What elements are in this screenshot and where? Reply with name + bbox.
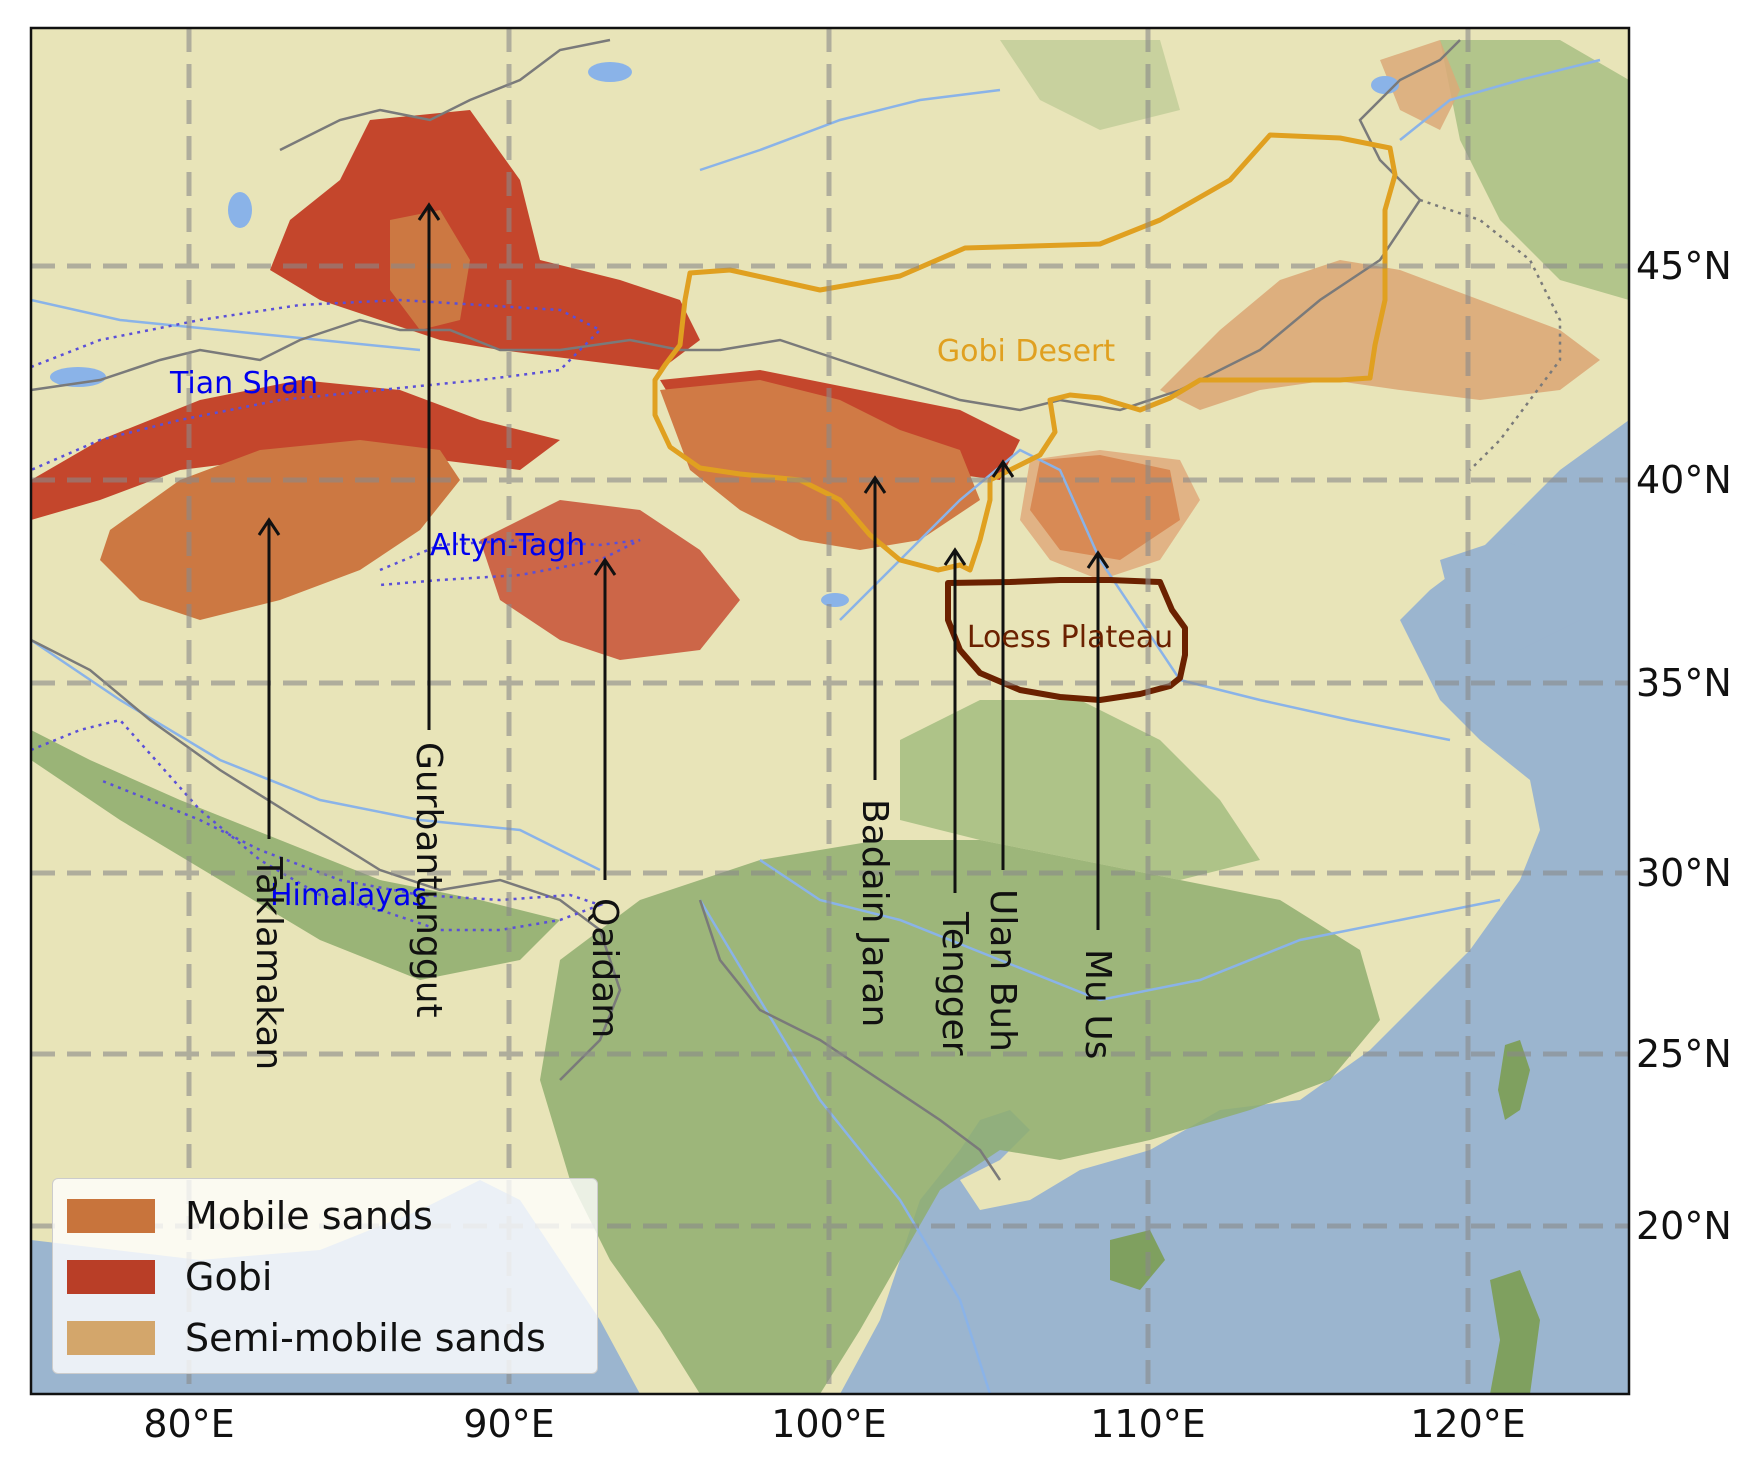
tian-shan-outline <box>31 298 603 472</box>
x-tick-90E: 90°E <box>463 1402 554 1446</box>
y-tick-25N: 25°N <box>1636 1032 1732 1076</box>
x-tick-110E: 110°E <box>1090 1402 1206 1446</box>
altyn-tagh-label: Altyn-Tagh <box>430 528 585 563</box>
river-yangtze <box>759 858 1501 1002</box>
himalaya-green <box>31 730 560 980</box>
x-tick-80E: 80°E <box>143 1402 234 1446</box>
river-tarim-north <box>31 298 421 352</box>
lake-balkhash <box>228 192 252 228</box>
y-tick-30N: 30°N <box>1636 851 1732 895</box>
legend-item-mobile-sands: Mobile sands <box>67 1191 433 1241</box>
gobi-desert-outline <box>652 132 1398 573</box>
y-tick-35N: 35°N <box>1636 661 1732 705</box>
tian-shan-label: Tian Shan <box>169 366 318 401</box>
gobi-qaidam <box>480 500 740 660</box>
forest-northeast <box>1440 40 1629 300</box>
border-china-south <box>698 899 1002 1181</box>
desert-label-tengger: Tengger <box>934 911 975 1056</box>
altyn-tagh-outline <box>379 538 641 587</box>
ocean <box>840 420 1629 1394</box>
bohai-sea <box>1440 540 1580 650</box>
rivers <box>31 58 1601 1394</box>
arrowhead-qaidam <box>593 557 617 576</box>
legend-swatch-mobile-sands <box>67 1199 155 1233</box>
taiwan <box>1498 1040 1530 1120</box>
desert-label-badain-jaran: Badain Jaran <box>854 799 895 1027</box>
mobile-sands-mu-us <box>1030 455 1180 560</box>
legend-item-semi-mobile-sands: Semi-mobile sands <box>67 1313 546 1363</box>
mountain-outlines <box>31 298 641 932</box>
luzon <box>1490 1270 1540 1394</box>
mobile-sands-badain-jaran <box>660 380 980 550</box>
river-yellow <box>839 448 1451 742</box>
river-amur <box>1399 58 1601 141</box>
himalayas-outline <box>31 718 604 932</box>
lake-khovsgol <box>588 62 632 82</box>
desert-label-gurbantunggut: Gurbantunggut <box>408 742 449 1018</box>
arrowhead-ulan-buh <box>991 459 1015 478</box>
y-tick-45N: 45°N <box>1636 244 1732 288</box>
y-tick-40N: 40°N <box>1636 458 1732 502</box>
forest-central <box>900 700 1260 880</box>
desert-label-qaidam: Qaidam <box>584 898 625 1038</box>
map-area: Gobi Desert Loess Plateau Tian Shan Alty… <box>31 28 1629 1394</box>
border-kazakh-russia <box>279 38 611 152</box>
river-north <box>699 88 1001 172</box>
legend-label-semi-mobile-sands: Semi-mobile sands <box>185 1316 546 1360</box>
arrowhead-gurbantunggut <box>417 202 441 221</box>
himalayas-label: Himalayas <box>270 878 427 913</box>
loess-plateau-label: Loess Plateau <box>967 620 1173 655</box>
border-dotted-northeast <box>1419 198 1562 471</box>
gridlines <box>31 28 1629 1394</box>
arrowhead-badain-jaran <box>863 475 887 494</box>
desert-label-mu-us: Mu Us <box>1077 949 1118 1059</box>
legend: Mobile sands Gobi Semi-mobile sands <box>52 1178 598 1374</box>
legend-label-mobile-sands: Mobile sands <box>185 1194 433 1238</box>
x-tick-100E: 100°E <box>771 1402 887 1446</box>
forest-mongolia <box>1000 40 1180 130</box>
legend-swatch-gobi <box>67 1260 155 1294</box>
river-brahmaputra <box>31 638 601 872</box>
desert-label-ulan-buh: Ulan Buh <box>982 889 1023 1052</box>
lake-qinghai <box>821 593 849 607</box>
lakes <box>50 62 1399 607</box>
river-mekong <box>698 899 992 1394</box>
gobi-desert-label: Gobi Desert <box>937 334 1115 369</box>
arrowhead-taklamakan <box>257 517 281 536</box>
x-tick-120E: 120°E <box>1410 1402 1526 1446</box>
y-tick-20N: 20°N <box>1636 1204 1732 1248</box>
loess-plateau-outline <box>945 577 1188 703</box>
semi-mobile-sands-east <box>1160 260 1600 410</box>
hainan <box>1110 1230 1165 1290</box>
desert-arrows <box>257 202 1110 930</box>
legend-swatch-semi-mobile-sands <box>67 1321 155 1355</box>
arrowhead-mu-us <box>1086 550 1110 569</box>
map-frame <box>29 26 1631 1396</box>
forest-south <box>540 840 1380 1394</box>
gobi-junggar <box>270 110 700 370</box>
legend-item-gobi: Gobi <box>67 1252 272 1302</box>
desert-label-taklamakan: Taklamakan <box>248 856 289 1070</box>
border-china-south-west <box>31 638 622 1081</box>
legend-label-gobi: Gobi <box>185 1255 273 1299</box>
arrowhead-tengger <box>943 547 967 566</box>
